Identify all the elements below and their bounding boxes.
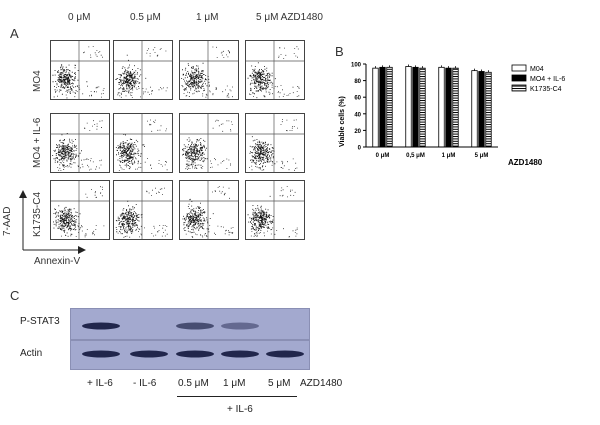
panel-a-letter: A [10, 26, 19, 41]
drug-label-b: AZD1480 [508, 158, 543, 167]
bar-2-2 [452, 67, 459, 148]
row-label-mo4: MO4 [32, 70, 43, 92]
legend-label-0: M04 [530, 66, 544, 73]
bar-2-1 [419, 67, 426, 148]
flow-plot-r0-c0 [50, 40, 110, 100]
flow-plot-r1-c3 [245, 113, 305, 173]
lane-label-4: 5 μM [268, 378, 291, 389]
lane-label-1: - IL-6 [133, 378, 157, 389]
actin-band-2 [176, 350, 214, 358]
flow-plot-r2-c1 [113, 180, 173, 240]
flow-plot-r0-c2 [179, 40, 239, 100]
concentration-label-3: 5 μM AZD1480 [256, 12, 323, 23]
y-tick-label-0: 0 [358, 146, 362, 152]
chart-axes [365, 64, 498, 148]
lane-label-0: + IL-6 [87, 378, 113, 389]
concentration-label-0: 0 μM [68, 12, 91, 23]
legend-label-2: K1735-C4 [530, 86, 562, 93]
y-tick-label-3: 60 [354, 96, 361, 102]
x-tick-label-1: 0,5 μM [406, 153, 425, 159]
concentration-label-1: 0.5 μM [130, 12, 161, 23]
flow-plot-r2-c0 [50, 180, 110, 240]
y-tick-label-1: 20 [354, 129, 361, 135]
bar-2-0 [386, 66, 393, 148]
actin-band-4 [266, 350, 304, 358]
x-tick-label-3: 5 μM [475, 153, 489, 159]
viability-bar-chart: 0 20 40 60 80 100 0 μM 0,5 μM 1 μM 5 μM Viable ce… [339, 63, 565, 168]
y-axis-label: Viable cells (%) [339, 96, 346, 147]
blot-pstat3 [70, 308, 310, 340]
flow-plot-r0-c3 [245, 40, 305, 100]
blot-actin [70, 340, 310, 370]
flow-plot-r1-c2 [179, 113, 239, 173]
pstat3-band-3 [221, 322, 259, 330]
legend-swatch-1 [511, 74, 527, 82]
row-label-mo4-il6: MO4 + IL-6 [32, 117, 43, 168]
flow-plot-r1-c0 [50, 113, 110, 173]
x-axis-label-annexin: Annexin-V [34, 256, 81, 267]
legend-swatch-2 [511, 84, 527, 92]
bar-1-3 [478, 71, 485, 148]
x-tick-label-0: 0 μM [376, 153, 390, 159]
drug-label-c: AZD1480 [300, 378, 343, 389]
flow-plot-r2-c2 [179, 180, 239, 240]
y-axis-label-7aad: 7-AAD [2, 206, 13, 236]
bar-2-3 [485, 71, 492, 148]
actin-band-0 [82, 350, 120, 358]
bar-1-2 [445, 67, 452, 148]
x-tick-label-2: 1 μM [442, 153, 456, 159]
il6-group-label: + IL-6 [227, 404, 253, 415]
flow-plot-r2-c3 [245, 180, 305, 240]
bar-0-1 [405, 66, 412, 148]
legend-swatch-0 [511, 64, 527, 72]
bar-0-0 [372, 67, 379, 148]
panel-c-letter: C [10, 288, 20, 303]
bar-1-1 [412, 66, 419, 148]
bar-1-0 [379, 66, 386, 148]
flow-plot-r0-c1 [113, 40, 173, 100]
y-tick-label-2: 40 [354, 112, 361, 118]
y-tick-label-4: 80 [354, 79, 361, 85]
bar-0-3 [471, 70, 478, 148]
bar-0-2 [438, 66, 445, 148]
lane-label-2: 0.5 μM [178, 378, 209, 389]
il6-group-line [177, 396, 297, 397]
pstat3-band-2 [176, 322, 214, 330]
actin-band-3 [221, 350, 259, 358]
lane-label-3: 1 μM [223, 378, 246, 389]
flow-plot-r1-c1 [113, 113, 173, 173]
y-tick-label-5: 100 [351, 63, 362, 69]
legend-label-1: MO4 + IL-6 [530, 76, 565, 83]
panel-b-letter: B [335, 44, 344, 59]
actin-band-1 [130, 350, 168, 358]
blot-label-pstat3: P-STAT3 [20, 316, 60, 327]
axis-indicator-arrows [19, 190, 86, 254]
blot-label-actin: Actin [20, 348, 43, 359]
pstat3-band-0 [82, 322, 120, 330]
concentration-label-2: 1 μM [196, 12, 219, 23]
